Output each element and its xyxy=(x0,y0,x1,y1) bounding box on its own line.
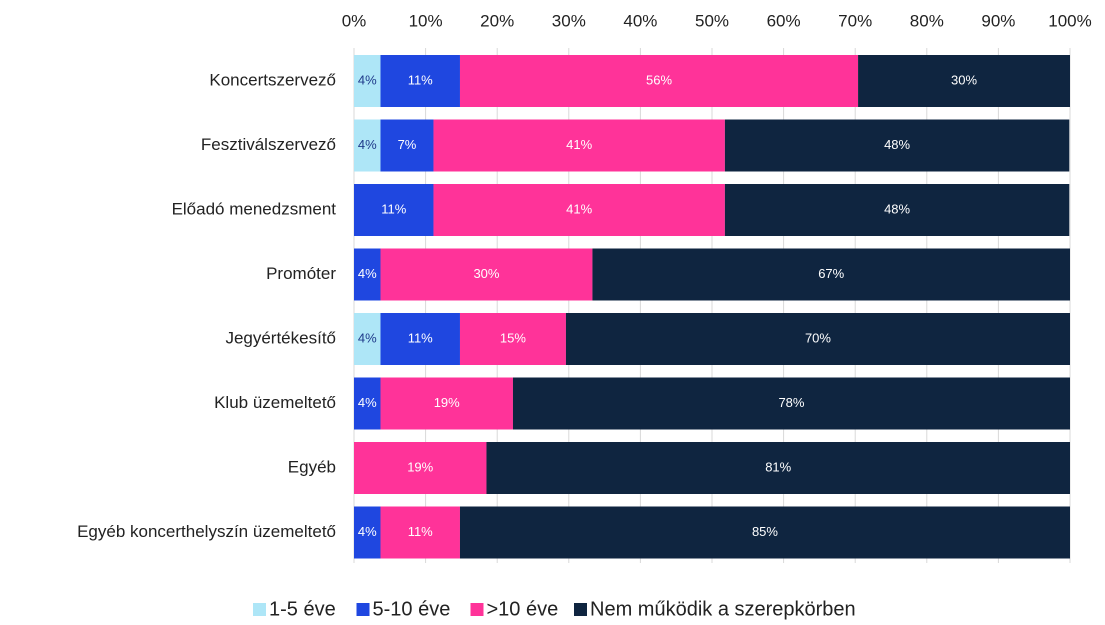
legend-label: 1-5 éve xyxy=(269,598,336,620)
bar-segment xyxy=(459,506,1070,559)
x-tick-label: 100% xyxy=(1048,11,1091,30)
data-label: 4% xyxy=(358,137,377,152)
x-tick-label: 40% xyxy=(623,11,657,30)
y-tick-label: Egyéb xyxy=(288,457,336,476)
x-tick-label: 90% xyxy=(981,11,1015,30)
data-label: 4% xyxy=(358,395,377,410)
bar-segment xyxy=(354,55,381,107)
data-label: 30% xyxy=(951,72,977,87)
data-label: 4% xyxy=(358,330,377,345)
bar-segment xyxy=(433,184,725,236)
x-tick-label: 0% xyxy=(342,11,367,30)
data-label: 11% xyxy=(408,72,433,87)
bar-segment xyxy=(354,119,381,172)
data-label: 30% xyxy=(473,266,499,281)
bar-segment xyxy=(354,248,381,301)
data-label: 70% xyxy=(805,330,831,345)
legend-label: Nem működik a szerepkörben xyxy=(590,598,856,620)
bar-segment xyxy=(380,313,460,365)
bar-segment xyxy=(380,506,460,559)
y-tick-label: Koncertszervező xyxy=(209,70,336,89)
y-tick-label: Egyéb koncerthelyszín üzemeltető xyxy=(77,522,336,541)
legend-swatch xyxy=(253,603,266,616)
data-label: 11% xyxy=(381,201,406,216)
data-label: 19% xyxy=(407,459,433,474)
data-label: 4% xyxy=(358,266,377,281)
y-tick-label: Promóter xyxy=(266,264,336,283)
data-label: 11% xyxy=(408,524,433,539)
bar-segment xyxy=(433,119,725,172)
data-label: 7% xyxy=(398,137,417,152)
legend-swatch xyxy=(356,603,370,616)
bar-segment xyxy=(354,377,381,430)
x-tick-label: 10% xyxy=(409,11,443,30)
y-tick-label: Fesztiválszervező xyxy=(201,135,336,154)
bar-segment xyxy=(724,184,1070,236)
data-label: 41% xyxy=(566,137,592,152)
legend-swatch xyxy=(574,603,587,616)
x-tick-label: 80% xyxy=(910,11,944,30)
data-label: 67% xyxy=(818,266,844,281)
x-tick-label: 20% xyxy=(480,11,514,30)
bar-segment xyxy=(354,442,487,494)
data-label: 41% xyxy=(566,201,592,216)
bar-segment xyxy=(354,506,381,559)
x-tick-label: 30% xyxy=(552,11,586,30)
x-tick-label: 50% xyxy=(695,11,729,30)
legend-label: >10 éve xyxy=(487,598,559,620)
x-tick-label: 60% xyxy=(767,11,801,30)
bar-segment xyxy=(354,184,434,236)
data-label: 4% xyxy=(358,72,377,87)
bar-segment xyxy=(512,377,1070,430)
x-tick-label: 70% xyxy=(838,11,872,30)
bar-segment xyxy=(380,55,460,107)
y-tick-label: Klub üzemeltető xyxy=(214,393,336,412)
bar-segment xyxy=(592,248,1070,301)
data-label: 15% xyxy=(500,330,526,345)
data-label: 48% xyxy=(884,201,910,216)
data-label: 78% xyxy=(778,395,804,410)
legend-swatch xyxy=(470,603,484,616)
data-label: 56% xyxy=(646,72,672,87)
bar-segment xyxy=(459,313,566,365)
bar-segment xyxy=(724,119,1070,172)
data-label: 11% xyxy=(408,330,433,345)
legend-label: 5-10 éve xyxy=(373,598,451,620)
data-label: 85% xyxy=(752,524,778,539)
bar-segment xyxy=(380,377,513,430)
bar-segment xyxy=(486,442,1071,494)
bar-segment xyxy=(380,119,434,172)
bar-segment xyxy=(565,313,1070,365)
y-tick-label: Jegyértékesítő xyxy=(225,328,336,347)
data-label: 19% xyxy=(434,395,460,410)
data-label: 81% xyxy=(765,459,791,474)
y-tick-label: Előadó menedzsment xyxy=(172,199,337,218)
bar-segment xyxy=(858,55,1070,107)
data-label: 48% xyxy=(884,137,910,152)
bar-segment xyxy=(459,55,859,107)
bar-segment xyxy=(380,248,593,301)
data-label: 4% xyxy=(358,524,377,539)
bar-segment xyxy=(354,313,381,365)
